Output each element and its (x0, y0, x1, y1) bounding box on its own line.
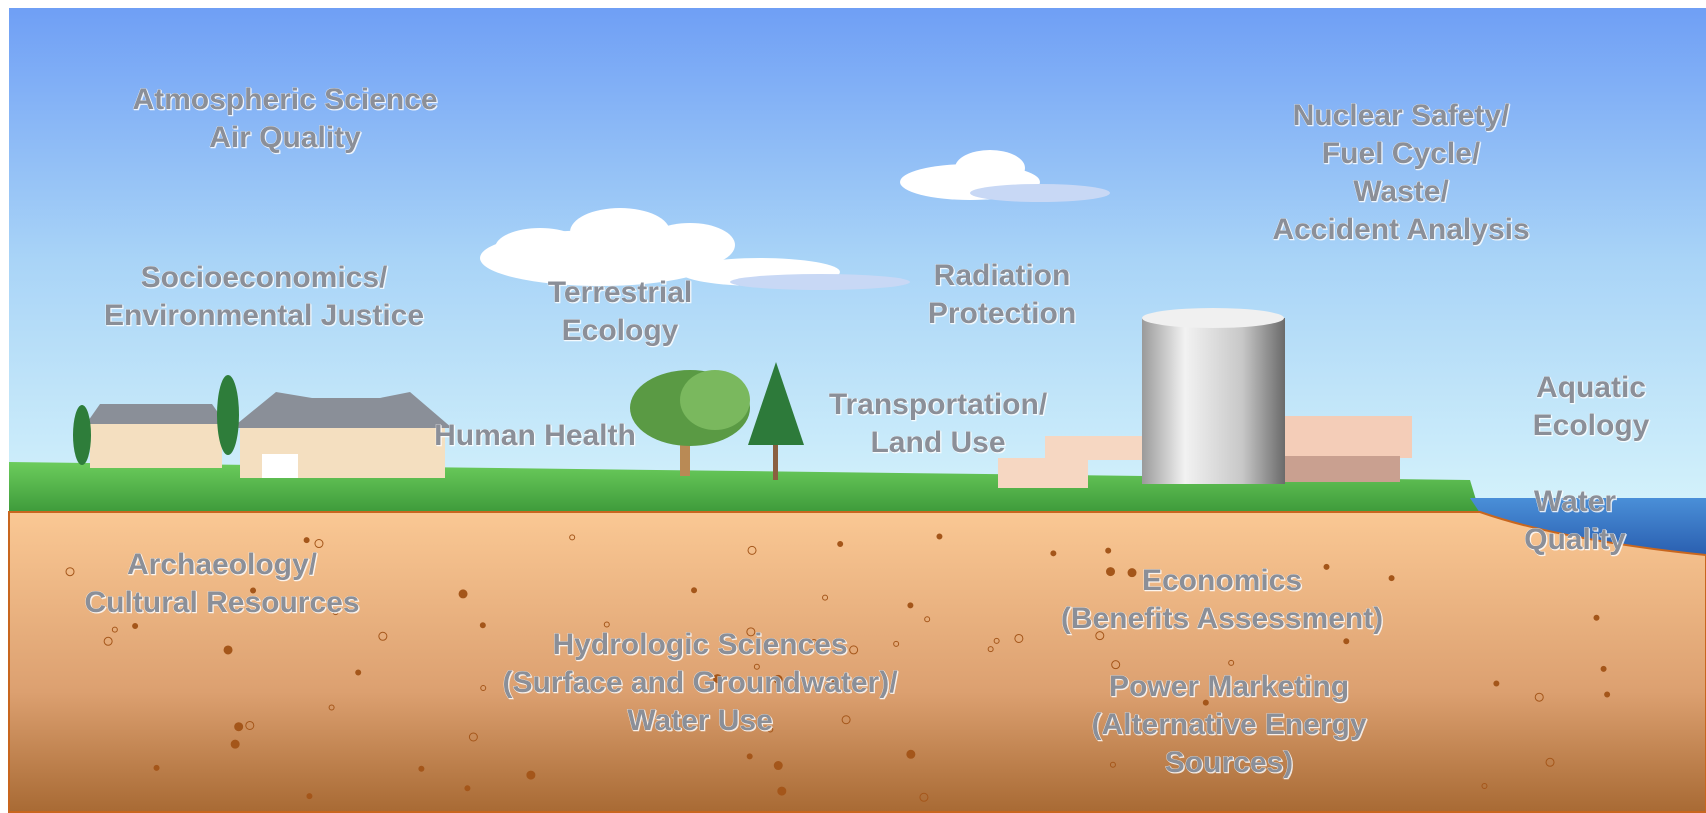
pebble (1128, 569, 1136, 577)
pebble (1389, 576, 1394, 581)
pebble (692, 588, 697, 593)
label-line: Ecology (1533, 409, 1650, 442)
pebble (459, 590, 467, 598)
label-line: Transportation/ (829, 388, 1048, 421)
label-line: (Surface and Groundwater)/ (502, 666, 898, 699)
pebble (1605, 692, 1610, 697)
label-line: (Benefits Assessment) (1061, 602, 1383, 635)
label-line: Environmental Justice (104, 299, 424, 332)
label-line: Human Health (434, 419, 636, 452)
pebble (527, 771, 535, 779)
label-line: Ecology (562, 314, 679, 347)
pebble (133, 624, 138, 629)
label-line: Fuel Cycle/ (1322, 137, 1481, 170)
pebble (1324, 564, 1329, 569)
label-line: Air Quality (209, 121, 361, 154)
pebble (838, 542, 843, 547)
pebble (231, 740, 239, 748)
label-line: Radiation (934, 259, 1071, 292)
label-line: Water Use (627, 704, 773, 737)
pebble (778, 787, 786, 795)
label-line: Land Use (870, 426, 1005, 459)
pebble (224, 646, 232, 654)
scene: Atmospheric Science Air Quality Nuclear Sa… (0, 0, 1706, 813)
pebble (356, 670, 361, 675)
label-line: Hydrologic Sciences (552, 628, 847, 661)
pebble (747, 754, 752, 759)
label-line: Accident Analysis (1272, 213, 1529, 246)
pebble (1344, 639, 1349, 644)
label-line: Cultural Resources (84, 586, 359, 619)
pebble (154, 765, 159, 770)
label-line: Sources) (1165, 746, 1293, 779)
label-line: Aquatic (1536, 371, 1646, 404)
pebble (1051, 551, 1056, 556)
topic-label: Human Health (434, 419, 636, 452)
pebble (908, 603, 913, 608)
pebble (1107, 568, 1115, 576)
pebble (1594, 615, 1599, 620)
label-line: Power Marketing (1109, 670, 1349, 703)
label-line: (Alternative Energy (1091, 708, 1366, 741)
label-line: Atmospheric Science (132, 83, 437, 116)
label-line: Nuclear Safety/ (1293, 99, 1510, 132)
pebble (480, 623, 485, 628)
label-line: Quality (1524, 523, 1626, 556)
label-line: Socioeconomics/ (141, 261, 388, 294)
label-line: Waste/ (1353, 175, 1449, 208)
label-line: Water (1534, 485, 1617, 518)
label-line: Archaeology/ (127, 548, 318, 581)
pebble (1106, 548, 1111, 553)
pebble (465, 786, 470, 791)
pebble (235, 723, 243, 731)
pebble (419, 766, 424, 771)
pebble (937, 534, 942, 539)
label-line: Terrestrial (548, 276, 693, 309)
label-line: Protection (928, 297, 1076, 330)
label-line: Economics (1142, 564, 1302, 597)
pebble (907, 750, 915, 758)
pebble (1494, 681, 1499, 686)
pebble (307, 794, 312, 799)
pebble (1601, 666, 1606, 671)
pebble (304, 538, 309, 543)
pebble (774, 762, 782, 770)
